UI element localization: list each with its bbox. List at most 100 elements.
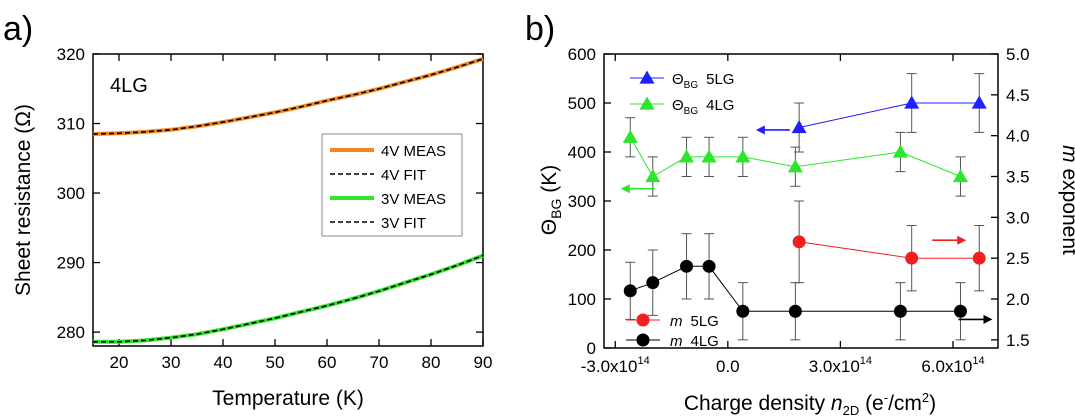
panel-b-marker-triangle <box>904 95 920 109</box>
panel-a-series-line <box>92 56 484 136</box>
panel-a-ytick-label: 280 <box>57 323 85 342</box>
panel-b-xtick-mantissa: 6.0x10 <box>921 357 972 376</box>
panel-a: a) 20 30 40 50 60 70 80 90 280 290 300 310 320 4LG 4… <box>3 10 492 410</box>
panel-b-xtick-mantissa: 3.0x10 <box>809 357 860 376</box>
panel-b-legend-m-swatch-marker <box>636 313 650 327</box>
panel-b-legend-m-var: m <box>670 333 683 350</box>
panel-b-marker-circle <box>893 304 907 318</box>
panel-b-ytick-left-label: 300 <box>568 192 596 211</box>
panel-b-ytick-left-label: 600 <box>568 45 596 64</box>
panel-b-ylabel-left-sym: Θ <box>538 219 561 235</box>
panel-a-legend: 4V MEAS 4V FIT 3V MEAS 3V FIT <box>321 133 463 237</box>
panel-b-arrow-head <box>957 235 967 245</box>
panel-a-xtick-label: 90 <box>474 353 493 372</box>
panel-b-marker-triangle <box>787 159 803 173</box>
panel-a-xtick-label: 20 <box>110 353 129 372</box>
panel-b-legend-m-text: 5LG <box>691 313 719 330</box>
panel-b-xlabel-unit-close: ) <box>929 392 936 415</box>
panel-b-xtick-exponent: 14 <box>860 355 872 367</box>
panel-b-legend-m-label: m 4LG <box>670 333 719 350</box>
panel-b-ytick-left-label: 400 <box>568 143 596 162</box>
panel-b-legend-m-label: m 5LG <box>670 313 719 330</box>
panel-a-series <box>92 56 484 344</box>
panel-a-xtick-label: 70 <box>370 353 389 372</box>
panel-a-xlabel: Temperature (K) <box>212 387 364 410</box>
panel-b-marker-circle <box>905 251 919 265</box>
panel-b-xlabel-var: n <box>831 392 843 415</box>
panel-a-ytick-label: 290 <box>57 254 85 273</box>
panel-b-arrow-head <box>983 314 993 324</box>
panel-b-ylabel-left: ΘBG (K) <box>538 165 564 235</box>
panel-b-legend-m-swatch-marker <box>636 333 650 347</box>
panel-b-label: b) <box>525 10 555 48</box>
panel-b-marker-circle <box>680 259 694 273</box>
panel-b-xtick-label: -3.0x1014 <box>581 355 650 376</box>
panel-a-ytick-label: 310 <box>57 115 85 134</box>
panel-b-marker-circle <box>792 235 806 249</box>
panel-b-ytick-right-label: 2.5 <box>1006 249 1030 268</box>
panel-b-marker-circle <box>788 304 802 318</box>
panel-b-ytick-right-label: 5.0 <box>1006 45 1030 64</box>
panel-b-series-line <box>799 241 980 259</box>
panel-b-ytick-left-label: 0 <box>587 339 596 358</box>
panel-b-marker-circle <box>646 276 660 290</box>
panel-b-ytick-left-label: 200 <box>568 241 596 260</box>
panel-b-marker-circle <box>953 304 967 318</box>
panel-a-series-line <box>93 254 484 343</box>
panel-a-legend-label: 3V MEAS <box>381 191 446 208</box>
panel-b-xtick-label: 0.0 <box>716 357 740 376</box>
panel-b-marker-triangle <box>645 169 661 183</box>
panel-b-xlabel-var-sub: 2D <box>843 403 860 418</box>
panel-b-legend-theta-swatch-marker <box>639 70 655 84</box>
panel-b-ylabel-right-rest: exponent <box>1058 163 1075 255</box>
panel-a-ytick-label: 300 <box>57 184 85 203</box>
panel-a-legend-label: 4V FIT <box>381 167 426 184</box>
panel-b-legend-theta-label: ΘBG 5LG <box>672 71 734 91</box>
panel-b-xtick-mantissa: 0.0 <box>716 357 740 376</box>
panel-b-marker-circle <box>972 251 986 265</box>
panel-a-label: a) <box>3 10 33 48</box>
panel-b-xlabel: Charge density n2D (e-/cm2) <box>684 390 936 418</box>
panel-b-ytick-right-label: 4.5 <box>1006 86 1030 105</box>
panel-b: b) -3.0x1014 0.0 3.0x1014 6.0x1014010020030… <box>525 10 1075 418</box>
panel-b-xlabel-unit-sup1: - <box>884 390 888 405</box>
panel-b-ytick-left-label: 100 <box>568 290 596 309</box>
panel-b-ylabel-right: m exponent <box>1058 145 1075 255</box>
panel-b-xlabel-unit-open: (e <box>859 392 884 415</box>
panel-b-marker-triangle <box>735 149 751 163</box>
panel-b-legend-theta-text: 4LG <box>706 97 734 114</box>
panel-b-legend-theta-symbol: Θ <box>672 97 684 114</box>
panel-b-marker-circle <box>702 259 716 273</box>
panel-a-legend-label: 3V FIT <box>381 215 426 232</box>
panel-b-ytick-right-label: 2.0 <box>1006 290 1030 309</box>
panel-b-xtick-mantissa: -3.0x10 <box>581 357 638 376</box>
panel-a-ylabel: Sheet resistance (Ω) <box>12 104 35 296</box>
panel-b-marker-triangle <box>892 144 908 158</box>
panel-b-ytick-right-label: 3.0 <box>1006 208 1030 227</box>
panel-b-ytick-right-label: 4.0 <box>1006 127 1030 146</box>
panel-b-ticks: -3.0x1014 0.0 3.0x1014 6.0x1014010020030040… <box>568 45 1030 376</box>
panel-b-series <box>622 73 987 341</box>
panel-a-xtick-label: 30 <box>162 353 181 372</box>
panel-a-xtick-label: 50 <box>266 353 285 372</box>
panel-b-ylabel-left-sub: BG <box>548 199 564 219</box>
panel-b-marker-triangle <box>701 149 717 163</box>
panel-b-marker-triangle <box>622 129 638 143</box>
panel-b-marker-triangle <box>971 95 987 109</box>
panel-b-legend-theta-text: 5LG <box>706 71 734 88</box>
panel-a-annotation: 4LG <box>110 75 148 97</box>
panel-b-ylabel-right-var: m <box>1058 145 1075 163</box>
panel-b-marker-triangle <box>791 120 807 134</box>
panel-b-arrows <box>620 125 993 324</box>
panel-b-ylabel-left-unit: (K) <box>538 165 561 199</box>
panel-a-series-line <box>93 253 484 344</box>
panel-a-ytick-label: 320 <box>57 45 85 64</box>
panel-a-series-line <box>92 58 484 135</box>
panel-b-ytick-left-label: 500 <box>568 94 596 113</box>
panel-b-legend-theta-sub: BG <box>684 106 699 117</box>
panel-a-xtick-label: 40 <box>214 353 233 372</box>
panel-a-plot-frame <box>92 53 484 347</box>
panel-b-legend-theta-label: ΘBG 4LG <box>672 97 734 117</box>
panel-b-xtick-exponent: 14 <box>637 355 649 367</box>
